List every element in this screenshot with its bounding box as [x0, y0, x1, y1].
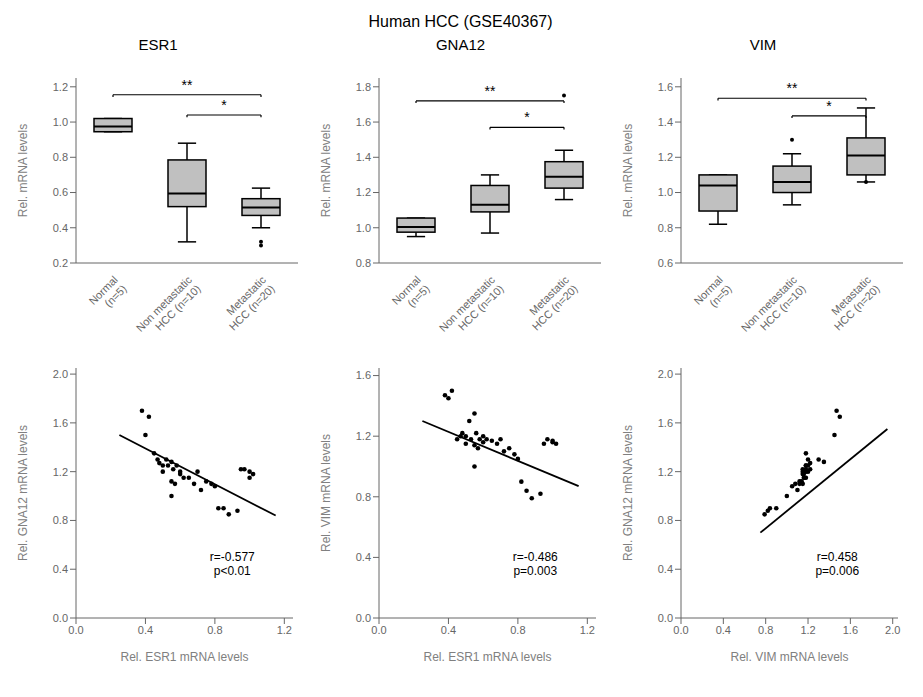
svg-text:Rel. VIM mRNA levels: Rel. VIM mRNA levels — [319, 434, 333, 552]
svg-text:1.0: 1.0 — [355, 222, 370, 234]
svg-text:1.2: 1.2 — [579, 624, 594, 636]
svg-text:Non metastaticHCC (n=10): Non metastaticHCC (n=10) — [436, 273, 506, 343]
svg-text:*: * — [524, 109, 530, 125]
svg-text:1.2: 1.2 — [53, 81, 68, 93]
svg-text:Normal(n=5): Normal(n=5) — [86, 273, 128, 315]
svg-text:Non metastaticHCC (n=10): Non metastaticHCC (n=10) — [739, 273, 809, 343]
svg-text:1.2: 1.2 — [277, 624, 292, 636]
svg-text:0.4: 0.4 — [53, 222, 68, 234]
svg-text:1.0: 1.0 — [53, 116, 68, 128]
svg-text:0.0: 0.0 — [68, 624, 83, 636]
svg-text:*: * — [221, 97, 227, 113]
html-text:VIM: VIM — [749, 36, 777, 53]
svg-text:0.8: 0.8 — [53, 514, 68, 526]
svg-text:0.0: 0.0 — [371, 624, 386, 636]
svg-text:MetastaticHCC (n=20): MetastaticHCC (n=20) — [218, 273, 277, 332]
svg-text:0.8: 0.8 — [355, 491, 370, 503]
svg-text:Rel. VIM mRNA levels: Rel. VIM mRNA levels — [730, 650, 848, 664]
svg-text:0.0: 0.0 — [658, 612, 673, 624]
svg-text:1.2: 1.2 — [355, 186, 370, 198]
svg-text:0.8: 0.8 — [658, 514, 673, 526]
svg-text:2.0: 2.0 — [658, 368, 673, 380]
svg-text:2.0: 2.0 — [53, 368, 68, 380]
svg-text:Normal(n=5): Normal(n=5) — [691, 273, 733, 315]
svg-text:0.0: 0.0 — [355, 612, 370, 624]
svg-text:Rel. mRNA levels: Rel. mRNA levels — [621, 124, 635, 217]
svg-text:1.0: 1.0 — [658, 186, 673, 198]
svg-text:0.0: 0.0 — [673, 624, 688, 636]
svg-text:2.0: 2.0 — [885, 624, 900, 636]
svg-text:r=0.458p=0.006: r=0.458p=0.006 — [815, 550, 859, 578]
svg-text:1.6: 1.6 — [843, 624, 858, 636]
svg-text:1.6: 1.6 — [658, 81, 673, 93]
svg-text:**: ** — [484, 83, 495, 99]
svg-text:1.8: 1.8 — [355, 81, 370, 93]
html-text:Human HCC (GSE40367): Human HCC (GSE40367) — [368, 13, 553, 30]
svg-text:Rel. mRNA levels: Rel. mRNA levels — [319, 124, 333, 217]
svg-text:0.4: 0.4 — [138, 624, 153, 636]
svg-text:0.8: 0.8 — [355, 257, 370, 269]
svg-text:0.4: 0.4 — [440, 624, 455, 636]
svg-text:1.2: 1.2 — [355, 430, 370, 442]
html-text:GNA12: GNA12 — [435, 36, 486, 53]
svg-text:1.2: 1.2 — [658, 151, 673, 163]
svg-text:Rel. mRNA levels: Rel. mRNA levels — [16, 124, 30, 217]
svg-text:0.4: 0.4 — [355, 551, 370, 563]
svg-text:0.2: 0.2 — [53, 257, 68, 269]
svg-text:Rel. GNA12 mRNA levels: Rel. GNA12 mRNA levels — [16, 425, 30, 561]
svg-text:**: ** — [787, 80, 798, 96]
svg-text:0.0: 0.0 — [53, 612, 68, 624]
svg-text:1.2: 1.2 — [800, 624, 815, 636]
svg-text:r=-0.577p<0.01: r=-0.577p<0.01 — [210, 550, 255, 578]
svg-text:1.4: 1.4 — [355, 151, 370, 163]
svg-text:MetastaticHCC (n=20): MetastaticHCC (n=20) — [520, 273, 579, 332]
html-text:ESR1: ESR1 — [138, 36, 178, 53]
svg-text:0.4: 0.4 — [658, 563, 673, 575]
svg-text:0.6: 0.6 — [658, 257, 673, 269]
svg-text:Rel. ESR1 mRNA levels: Rel. ESR1 mRNA levels — [423, 650, 551, 664]
svg-text:0.8: 0.8 — [758, 624, 773, 636]
svg-text:1.2: 1.2 — [658, 466, 673, 478]
svg-text:Normal(n=5): Normal(n=5) — [389, 273, 431, 315]
svg-text:0.8: 0.8 — [207, 624, 222, 636]
svg-text:r=-0.486p=0.003: r=-0.486p=0.003 — [512, 550, 557, 578]
svg-text:**: ** — [182, 77, 193, 93]
svg-text:0.8: 0.8 — [658, 222, 673, 234]
svg-text:Rel. GNA12 mRNA levels: Rel. GNA12 mRNA levels — [621, 425, 635, 561]
svg-text:0.6: 0.6 — [53, 186, 68, 198]
svg-text:0.4: 0.4 — [716, 624, 731, 636]
svg-text:1.6: 1.6 — [355, 369, 370, 381]
svg-text:1.6: 1.6 — [355, 116, 370, 128]
svg-text:*: * — [826, 98, 832, 114]
svg-text:1.4: 1.4 — [658, 116, 673, 128]
svg-text:1.6: 1.6 — [53, 417, 68, 429]
svg-text:Rel. ESR1 mRNA levels: Rel. ESR1 mRNA levels — [120, 650, 248, 664]
svg-text:MetastaticHCC (n=20): MetastaticHCC (n=20) — [823, 273, 882, 332]
svg-text:1.6: 1.6 — [658, 417, 673, 429]
svg-text:1.2: 1.2 — [53, 466, 68, 478]
svg-text:0.8: 0.8 — [53, 151, 68, 163]
svg-text:0.4: 0.4 — [53, 563, 68, 575]
svg-text:0.8: 0.8 — [510, 624, 525, 636]
svg-text:Non metastaticHCC (n=10): Non metastaticHCC (n=10) — [134, 273, 204, 343]
